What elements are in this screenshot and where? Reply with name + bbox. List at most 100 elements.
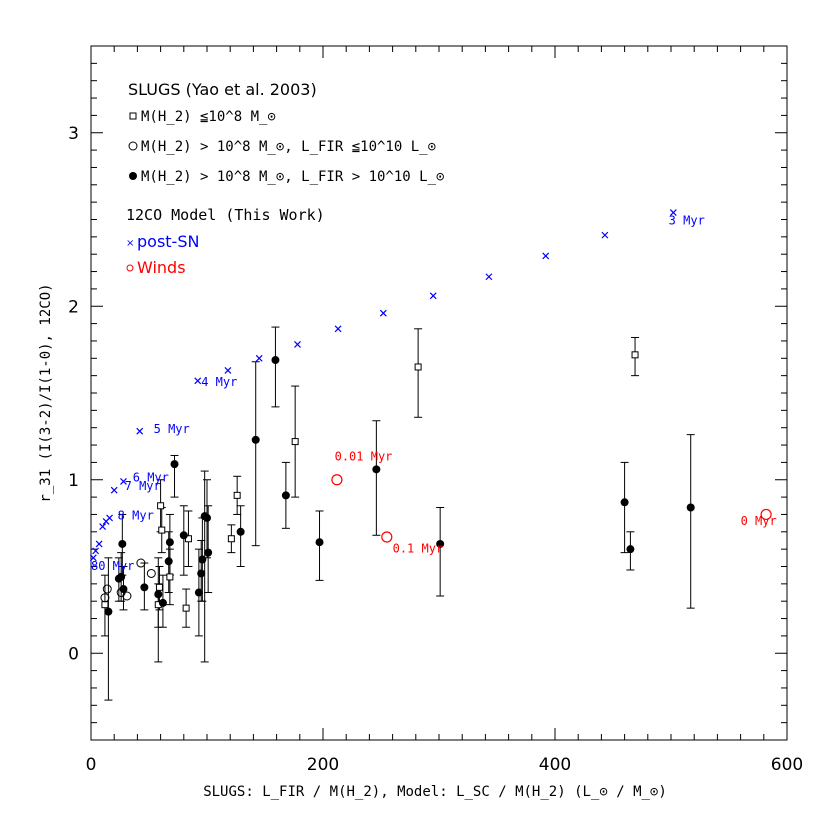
point-open-square: [414, 363, 422, 371]
point-post-sn-cross: [89, 554, 97, 562]
point-filled-circle: [117, 572, 126, 581]
point-winds-circle: [331, 474, 343, 486]
point-open-square: [158, 526, 166, 534]
point-post-sn-cross: [542, 252, 550, 260]
point-open-circle: [136, 558, 146, 568]
cross-stroke: [601, 231, 609, 239]
point-filled-circle: [236, 527, 245, 536]
cross-stroke: [120, 478, 127, 485]
legend-slugs-filled: M(H_2) > 10^8 M_⊙, L_FIR > 10^10 L_⊙: [141, 169, 445, 185]
legend-slugs-open: M(H_2) > 10^8 M_⊙, L_FIR ≦10^10 L_⊙: [141, 139, 437, 155]
point-filled-circle: [164, 557, 173, 566]
point-post-sn-cross: [379, 309, 387, 317]
point-open-circle: [146, 568, 156, 578]
point-age-label: 0.1 Myr: [393, 542, 444, 556]
cross-stroke: [99, 523, 107, 531]
y-tick-label: 0: [68, 644, 79, 664]
point-filled-circle: [281, 491, 290, 500]
point-post-sn-cross: [95, 540, 103, 548]
point-post-sn-cross: [224, 367, 232, 374]
point-age-label: 4 Myr: [201, 375, 237, 389]
point-filled-circle: [204, 548, 213, 557]
cross-stroke: [255, 354, 263, 362]
point-post-sn-cross: [92, 547, 100, 555]
point-open-square: [227, 535, 235, 543]
point-age-label: 0 Myr: [741, 514, 777, 528]
point-filled-circle: [170, 460, 179, 469]
point-filled-circle: [686, 503, 695, 512]
cross-stroke: [334, 325, 342, 333]
point-filled-circle: [271, 356, 280, 365]
y-tick-label: 3: [68, 124, 79, 144]
point-post-sn-cross: [110, 486, 118, 494]
x-tick-label: 200: [307, 755, 339, 775]
point-post-sn-cross: [136, 427, 144, 435]
point-filled-circle: [104, 607, 113, 616]
point-post-sn-cross: [194, 377, 202, 385]
cross-stroke: [136, 427, 144, 435]
y-tick-label: 1: [68, 471, 79, 491]
point-open-square: [182, 604, 190, 612]
x-axis-label: SLUGS: L_FIR / M(H_2), Model: L_SC / M(H…: [203, 784, 667, 800]
x-tick-label: 0: [86, 755, 97, 775]
axis-tick-labels: 0 200 400 600 0 1 2 3: [68, 124, 803, 775]
point-open-square: [101, 601, 109, 609]
y-axis-label: r_31 (I(3-2)/I(1-0), 12CO): [38, 283, 54, 502]
error-bars: [100, 326, 695, 701]
legend-open-circle-icon: [128, 141, 138, 151]
point-open-circle: [122, 591, 132, 601]
point-post-sn-cross: [601, 231, 609, 239]
point-filled-circle: [626, 545, 635, 554]
point-age-label: 0.01 Myr: [335, 450, 393, 464]
cross-stroke: [485, 273, 493, 281]
point-filled-circle: [154, 590, 163, 599]
data-marks: [89, 209, 772, 616]
point-filled-circle: [194, 588, 203, 597]
point-post-sn-cross: [99, 523, 107, 531]
point-open-square: [233, 491, 241, 499]
point-filled-circle: [620, 498, 629, 507]
point-filled-circle: [203, 513, 211, 522]
cross-stroke: [95, 540, 103, 548]
point-filled-circle: [140, 583, 149, 592]
point-filled-circle: [118, 539, 127, 548]
point-filled-circle: [179, 531, 188, 540]
point-post-sn-cross: [334, 325, 342, 333]
point-post-sn-cross: [485, 273, 493, 281]
point-post-sn-cross: [294, 340, 301, 348]
cross-stroke: [379, 309, 387, 317]
cross-stroke: [92, 547, 100, 555]
cross-stroke: [542, 252, 550, 260]
point-filled-circle: [372, 465, 381, 474]
point-post-sn-cross: [255, 354, 263, 362]
point-open-circle: [100, 593, 110, 603]
axis-ticks: [90, 45, 788, 741]
point-filled-circle: [315, 538, 324, 547]
cross-stroke: [669, 209, 677, 216]
point-age-label: 8 Myr: [118, 509, 154, 523]
point-post-sn-cross: [106, 514, 113, 522]
point-open-square: [157, 502, 165, 510]
cross-stroke: [429, 292, 437, 300]
point-filled-circle: [198, 555, 207, 564]
legend: SLUGS (Yao et al. 2003) M(H_2) ≦10^8 M_⊙…: [126, 80, 445, 277]
point-post-sn-cross: [429, 292, 437, 300]
point-post-sn-cross: [120, 478, 127, 485]
point-age-label: 5 Myr: [154, 422, 190, 436]
cross-stroke: [224, 367, 232, 374]
point-filled-circle: [158, 598, 167, 607]
cross-stroke: [106, 514, 113, 522]
cross-stroke: [294, 340, 301, 348]
point-open-square: [155, 583, 163, 591]
cross-stroke: [89, 554, 97, 562]
legend-cross-icon: ×: [126, 238, 134, 249]
point-age-label: 3 Myr: [669, 214, 705, 228]
point-winds-circle: [381, 531, 393, 543]
point-filled-circle: [436, 539, 445, 548]
point-age-label: 6 Myr: [133, 470, 169, 484]
legend-post-sn: post-SN: [137, 232, 199, 251]
legend-slugs-small: M(H_2) ≦10^8 M_⊙: [141, 109, 276, 125]
legend-open-square-icon: [129, 112, 137, 120]
